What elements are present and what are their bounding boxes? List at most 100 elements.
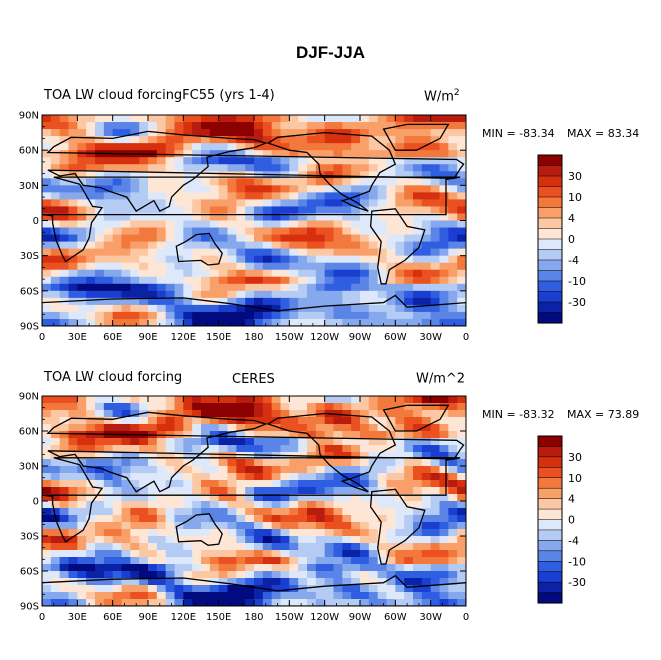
field-cell [262,417,273,425]
field-cell [42,199,52,208]
field-cell [156,122,167,130]
field-cell [262,564,273,572]
field-cell [245,283,255,292]
field-cell [95,192,105,200]
field-cell [95,227,105,236]
field-cell [289,150,299,158]
field-cell [421,536,432,544]
field-cell [59,164,70,172]
field-cell [201,473,211,481]
field-cell [333,241,343,250]
field-cell [315,122,326,130]
field-cell [413,185,423,193]
field-cell [368,452,379,460]
field-cell [351,311,361,320]
field-cell [103,248,114,257]
field-cell [342,297,352,306]
field-cell [59,508,70,516]
field-cell [280,192,290,200]
field-cell [439,241,449,250]
field-cell [218,241,229,250]
field-cell [430,241,441,250]
field-cell [421,445,432,453]
field-cell [42,543,52,551]
field-cell [289,431,299,439]
field-cell [95,529,105,537]
field-cell [351,445,361,453]
field-cell [236,466,246,474]
field-cell [218,438,229,446]
field-cell [368,445,379,453]
field-cell [156,599,167,606]
field-cell [324,508,335,516]
field-cell [377,255,388,264]
field-cell [59,248,70,257]
field-cell [121,241,131,250]
field-cell [86,417,96,425]
field-cell [112,550,123,558]
field-cell [298,276,308,285]
field-cell [174,480,184,488]
field-cell [174,213,184,222]
field-cell [165,599,176,606]
field-cell [86,234,96,243]
field-cell [227,529,237,537]
field-cell [439,501,449,509]
field-cell [395,452,405,460]
field-cell [174,150,184,158]
field-cell [86,410,96,418]
field-cell [156,473,167,481]
field-cell [360,599,370,606]
field-cell [351,115,361,123]
field-cell [130,192,140,200]
field-cell [254,297,264,306]
field-cell [421,171,432,179]
field-cell [42,529,52,537]
field-cell [77,269,87,278]
field-cell [50,199,61,208]
field-cell [413,262,423,271]
field-cell [404,143,414,151]
field-cell [42,599,52,606]
field-cell [245,424,255,432]
field-cell [342,276,352,285]
field-cell [448,304,458,313]
field-cell [183,220,193,229]
colorbar-swatch [537,446,563,458]
field-cell [254,276,264,285]
field-cell [289,487,299,495]
field-cell [156,592,167,600]
field-cell [59,515,70,523]
field-cell [395,115,405,123]
field-cell [351,508,361,516]
field-cell [156,571,167,579]
field-cell [95,311,105,320]
field-cell [192,234,202,243]
field-cell [413,578,423,586]
field-cell [68,164,78,172]
field-cell [50,466,61,474]
field-cell [218,283,229,292]
field-cell [324,262,335,271]
field-cell [59,122,70,130]
field-cell [315,248,326,257]
field-cell [386,571,396,579]
field-cell [112,143,123,151]
field-cell [121,536,131,544]
field-cell [271,136,282,144]
field-cell [50,171,61,179]
field-cell [130,311,140,320]
field-cell [245,494,255,502]
field-cell [103,417,114,425]
field-cell [448,213,458,222]
field-cell [386,255,396,264]
field-cell [148,178,158,186]
colorbar-swatch [537,561,563,573]
field-cell [262,157,273,165]
field-cell [377,515,388,523]
field-cell [245,199,255,208]
field-cell [413,438,423,446]
field-cell [95,445,105,453]
field-cell [315,473,326,481]
field-cell [201,410,211,418]
